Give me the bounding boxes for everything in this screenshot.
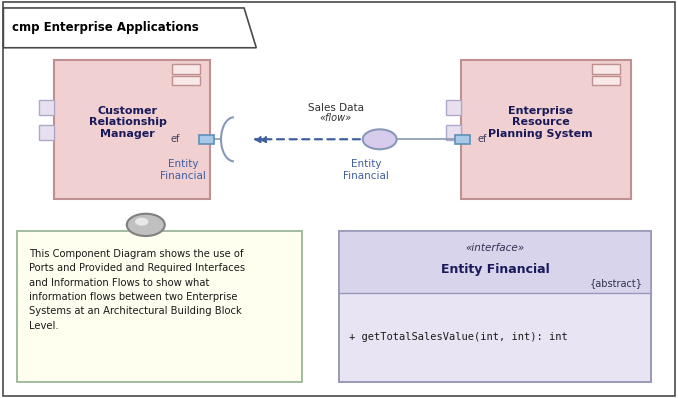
Circle shape bbox=[135, 218, 148, 226]
Text: Entity
Financial: Entity Financial bbox=[343, 159, 389, 181]
FancyBboxPatch shape bbox=[172, 64, 200, 74]
FancyBboxPatch shape bbox=[446, 125, 461, 140]
FancyBboxPatch shape bbox=[17, 231, 302, 382]
FancyBboxPatch shape bbox=[54, 60, 210, 199]
Text: + getTotalSalesValue(int, int): int: + getTotalSalesValue(int, int): int bbox=[349, 332, 568, 342]
FancyBboxPatch shape bbox=[592, 76, 620, 85]
FancyBboxPatch shape bbox=[455, 135, 470, 144]
Text: «interface»: «interface» bbox=[465, 243, 525, 253]
FancyBboxPatch shape bbox=[172, 76, 200, 85]
Text: ef: ef bbox=[170, 133, 180, 144]
Text: Entity
Financial: Entity Financial bbox=[160, 159, 206, 181]
Text: Sales Data: Sales Data bbox=[308, 103, 363, 113]
FancyBboxPatch shape bbox=[39, 125, 54, 140]
FancyBboxPatch shape bbox=[339, 231, 651, 382]
Text: This Component Diagram shows the use of
Ports and Provided and Required Interfac: This Component Diagram shows the use of … bbox=[29, 249, 245, 331]
FancyBboxPatch shape bbox=[592, 64, 620, 74]
Text: {abstract}: {abstract} bbox=[590, 279, 643, 289]
FancyBboxPatch shape bbox=[461, 60, 631, 199]
Text: ef: ef bbox=[478, 133, 487, 144]
Polygon shape bbox=[3, 8, 256, 48]
Text: «flow»: «flow» bbox=[319, 113, 352, 123]
FancyBboxPatch shape bbox=[39, 100, 54, 115]
FancyBboxPatch shape bbox=[446, 100, 461, 115]
FancyBboxPatch shape bbox=[3, 2, 675, 396]
Circle shape bbox=[363, 129, 397, 149]
Text: Enterprise
Resource
Planning System: Enterprise Resource Planning System bbox=[488, 106, 593, 139]
Text: Entity Financial: Entity Financial bbox=[441, 263, 549, 275]
Circle shape bbox=[127, 214, 165, 236]
FancyBboxPatch shape bbox=[339, 231, 651, 293]
Text: Customer
Relationship
Manager: Customer Relationship Manager bbox=[89, 106, 167, 139]
FancyBboxPatch shape bbox=[199, 135, 214, 144]
Text: cmp Enterprise Applications: cmp Enterprise Applications bbox=[12, 21, 199, 34]
